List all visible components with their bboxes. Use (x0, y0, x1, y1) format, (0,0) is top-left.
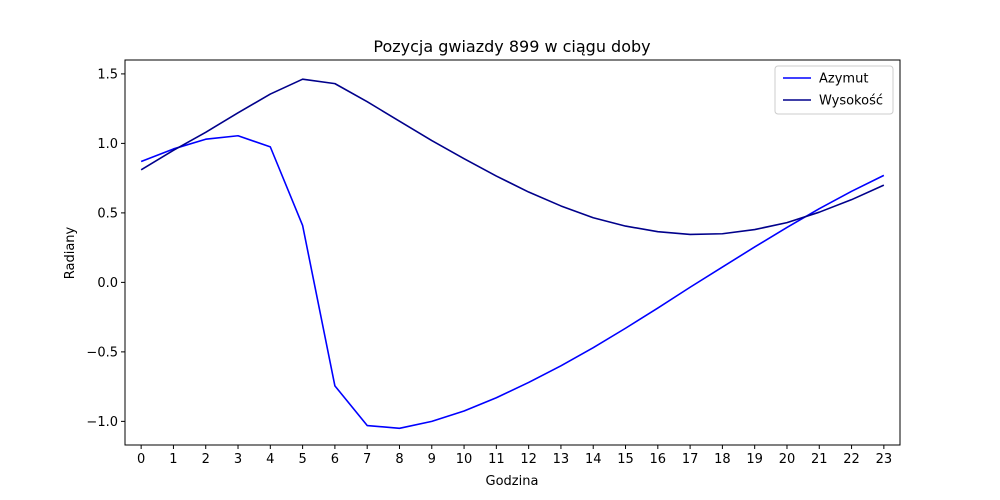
x-axis: 0 1 2 3 4 5 6 7 8 9 10 11 12 13 14 15 16 17 18 19 20 21 22 23 (137, 445, 892, 467)
y-tick-label: 0.0 (97, 276, 118, 291)
x-tick-label: 6 (331, 452, 339, 467)
x-tick-label: 19 (746, 452, 763, 467)
x-tick-label: 17 (682, 452, 699, 467)
x-tick-label: 5 (298, 452, 306, 467)
x-axis-title: Godzina (486, 474, 539, 489)
plot-frame (124, 59, 901, 446)
x-tick-label: 7 (363, 452, 371, 467)
legend-label: Wysokość (819, 94, 883, 109)
x-tick-label: 23 (876, 452, 893, 467)
x-tick-label: 4 (266, 452, 274, 467)
x-tick-label: 14 (585, 452, 602, 467)
y-tick-label: −0.5 (86, 345, 118, 360)
y-axis-title: Radiany (63, 226, 78, 279)
x-tick-label: 13 (553, 452, 570, 467)
x-tick-label: 11 (488, 452, 505, 467)
y-tick-label: 1.0 (97, 137, 118, 152)
x-tick-label: 15 (617, 452, 634, 467)
x-tick-label: 12 (520, 452, 537, 467)
x-tick-label: 10 (456, 452, 473, 467)
x-tick-label: 3 (234, 452, 242, 467)
chart-title: Pozycja gwiazdy 899 w ciągu doby (373, 37, 650, 56)
series-line-1 (140, 78, 885, 236)
x-tick-label: 16 (650, 452, 667, 467)
y-tick-label: 1.5 (97, 67, 118, 82)
x-tick-label: 8 (395, 452, 403, 467)
x-tick-label: 21 (811, 452, 828, 467)
x-tick-label: 20 (779, 452, 796, 467)
y-tick-label: 0.5 (97, 206, 118, 221)
legend: Azymut Wysokość (774, 65, 894, 115)
x-tick-label: 22 (843, 452, 860, 467)
series-line-0 (140, 134, 885, 430)
x-tick-label: 0 (137, 452, 145, 467)
legend-label: Azymut (819, 72, 868, 87)
y-tick-label: −1.0 (86, 415, 118, 430)
y-axis: −1.0 −0.5 0.0 0.5 1.0 1.5 (86, 67, 125, 430)
x-tick-label: 9 (428, 452, 436, 467)
x-tick-label: 2 (202, 452, 210, 467)
x-tick-label: 18 (714, 452, 731, 467)
x-tick-label: 1 (169, 452, 177, 467)
